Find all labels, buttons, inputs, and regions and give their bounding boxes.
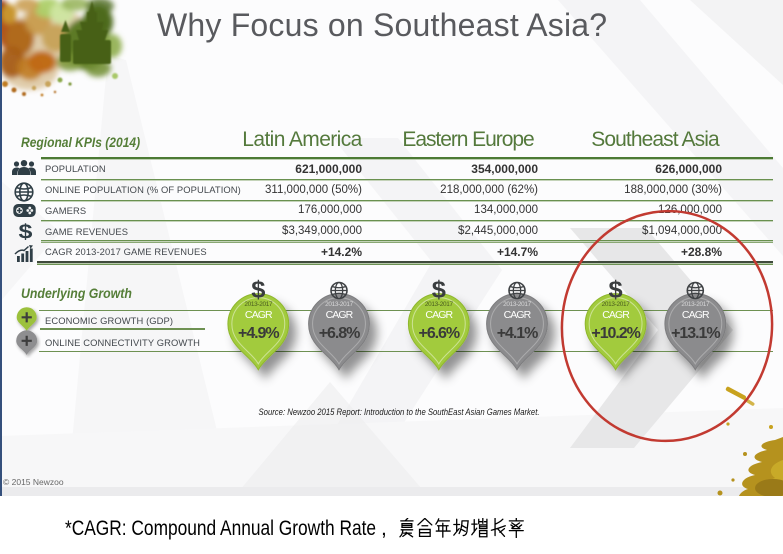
svg-text:2013-2017: 2013-2017 xyxy=(602,301,631,308)
svg-text:CAGR: CAGR xyxy=(245,309,273,321)
svg-text:+4.1%: +4.1% xyxy=(497,325,538,342)
svg-text:CAGR: CAGR xyxy=(504,309,532,321)
svg-text:2013-2017: 2013-2017 xyxy=(244,301,273,308)
svg-text:+6.8%: +6.8% xyxy=(319,325,360,342)
svg-text:2013-2017: 2013-2017 xyxy=(325,301,354,308)
svg-text:CAGR: CAGR xyxy=(602,309,630,321)
svg-text:2013-2017: 2013-2017 xyxy=(503,301,532,308)
svg-text:CAGR: CAGR xyxy=(326,309,354,321)
svg-text:+10.2%: +10.2% xyxy=(591,325,640,342)
svg-text:+13.1%: +13.1% xyxy=(671,325,720,342)
svg-text:+4.9%: +4.9% xyxy=(238,325,279,342)
svg-text:CAGR: CAGR xyxy=(425,309,453,321)
svg-text:2013-2017: 2013-2017 xyxy=(681,301,710,308)
svg-text:$: $ xyxy=(19,221,33,242)
svg-text:CAGR: CAGR xyxy=(682,309,710,321)
svg-text:2013-2017: 2013-2017 xyxy=(425,301,454,308)
svg-text:+6.6%: +6.6% xyxy=(419,325,460,342)
